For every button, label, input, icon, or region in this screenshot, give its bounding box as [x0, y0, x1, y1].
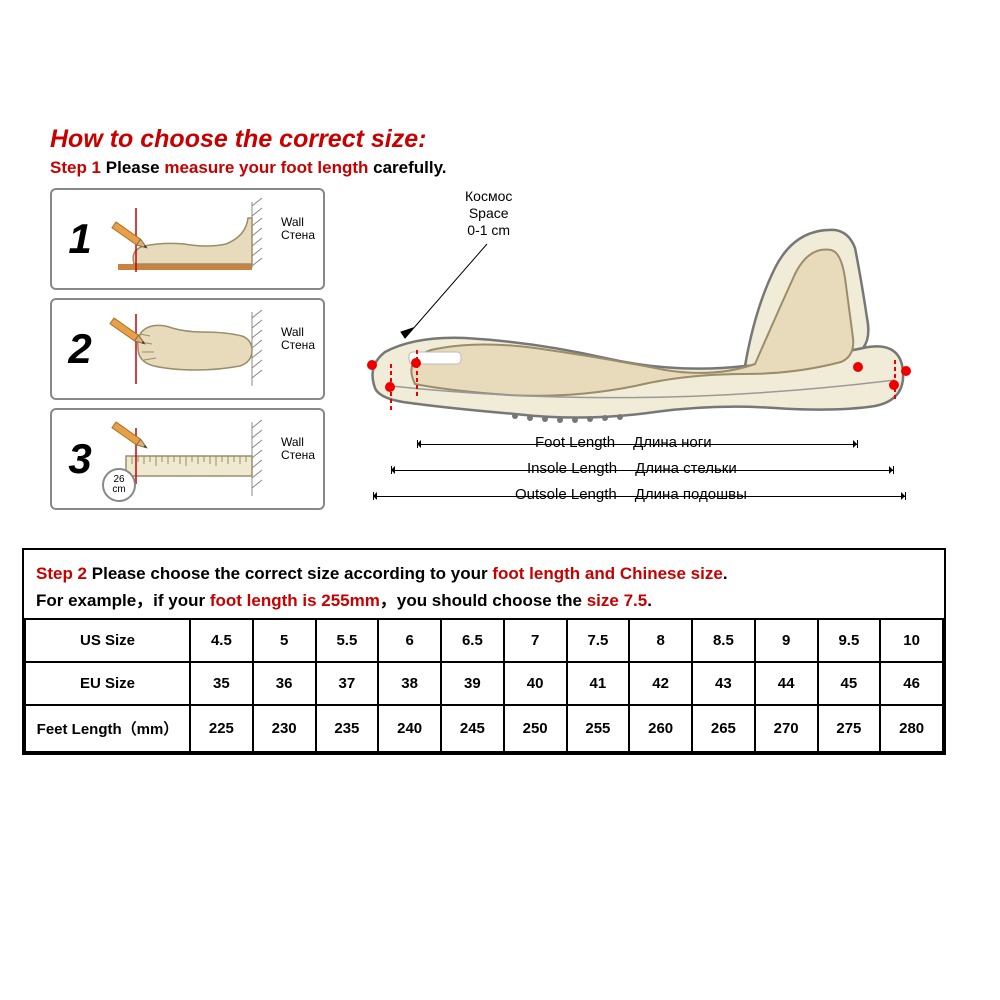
panel-number-1: 1	[56, 215, 104, 263]
size-cell: 235	[316, 705, 379, 752]
shoe-diagram: Космос Space 0-1 cm	[355, 188, 915, 528]
size-cell: 46	[880, 662, 943, 705]
panel-number-2: 2	[56, 325, 104, 373]
reddot-insole-front	[385, 382, 395, 392]
panel-1: 1	[50, 188, 325, 290]
step1-label: Step 1	[50, 158, 101, 177]
size-cell: 260	[629, 705, 692, 752]
insole-en: Insole Length	[527, 460, 617, 477]
foot-length-label: Foot Length Длина ноги	[535, 434, 712, 451]
size-cell: 8.5	[692, 619, 755, 662]
foot-en: Foot Length	[535, 434, 615, 451]
wall-en-2: Wall	[281, 325, 304, 339]
step2-l2b: foot length is 255mm	[210, 591, 380, 610]
step1-after: carefully.	[368, 158, 446, 177]
size-cell: 10	[880, 619, 943, 662]
step1-before: Please	[101, 158, 164, 177]
wall-ru: Стена	[281, 228, 315, 242]
step2-label: Step 2	[36, 564, 87, 583]
panel-3: 3	[50, 408, 325, 510]
reddot-foot-front	[411, 358, 421, 368]
size-cell: 5.5	[316, 619, 379, 662]
size-cell: 6	[378, 619, 441, 662]
size-cell: 40	[504, 662, 567, 705]
wall-en: Wall	[281, 215, 304, 229]
outsole-ru: Длина подошвы	[635, 486, 747, 503]
step2-l2e: .	[647, 591, 652, 610]
size-cell: 38	[378, 662, 441, 705]
panel-2: 2	[50, 298, 325, 400]
size-cell: 240	[378, 705, 441, 752]
size-cell: 44	[755, 662, 818, 705]
size-cell: 4.5	[190, 619, 253, 662]
size-cell: 225	[190, 705, 253, 752]
size-cell: 7.5	[567, 619, 630, 662]
size-cell: 41	[567, 662, 630, 705]
table-row: EU Size353637383940414243444546	[25, 662, 943, 705]
step2-l1b: foot length and Chinese size	[492, 564, 722, 583]
step2-l2d: size 7.5	[587, 591, 648, 610]
step2-l1a: Please choose the correct size according…	[87, 564, 492, 583]
page-title: How to choose the correct size:	[50, 125, 980, 154]
step2-l2c: ，you should choose the	[380, 591, 587, 610]
size-cell: 230	[253, 705, 316, 752]
wall-ru-3: Стена	[281, 448, 315, 462]
size-cell: 255	[567, 705, 630, 752]
size-cell: 36	[253, 662, 316, 705]
outsole-en: Outsole Length	[515, 486, 617, 503]
shoe-svg	[355, 188, 915, 448]
reddot-outsole-back	[901, 366, 911, 376]
panel-2-wall-label: Wall Стена	[281, 326, 315, 352]
wall-ru-2: Стена	[281, 338, 315, 352]
size-cell: 270	[755, 705, 818, 752]
step1-instruction: Step 1 Please measure your foot length c…	[50, 158, 980, 178]
row-header: US Size	[25, 619, 190, 662]
step2-l2a: For example，if your	[36, 591, 210, 610]
size-cell: 275	[818, 705, 881, 752]
panel-number-3: 3	[56, 435, 104, 483]
foot-ru: Длина ноги	[633, 434, 712, 451]
step2-l1c: .	[723, 564, 728, 583]
table-row: US Size4.555.566.577.588.599.510	[25, 619, 943, 662]
insole-ru: Длина стельки	[635, 460, 737, 477]
size-table-block: Step 2 Please choose the correct size ac…	[22, 548, 946, 755]
size-cell: 245	[441, 705, 504, 752]
step2-text: Step 2 Please choose the correct size ac…	[24, 550, 944, 618]
size-cell: 265	[692, 705, 755, 752]
outsole-length-label: Outsole Length Длина подошвы	[515, 486, 747, 503]
size-cell: 9.5	[818, 619, 881, 662]
table-row: Feet Length（mm）2252302352402452502552602…	[25, 705, 943, 752]
cm-unit: cm	[112, 485, 125, 495]
reddot-outsole-front	[367, 360, 377, 370]
panel-2-illustration	[106, 304, 266, 394]
size-cell: 42	[629, 662, 692, 705]
size-cell: 280	[880, 705, 943, 752]
size-cell: 35	[190, 662, 253, 705]
panel-1-wall-label: Wall Стена	[281, 216, 315, 242]
row-header: EU Size	[25, 662, 190, 705]
size-cell: 7	[504, 619, 567, 662]
step-panels: 1	[50, 188, 325, 528]
wall-en-3: Wall	[281, 435, 304, 449]
reddot-foot-back	[853, 362, 863, 372]
insole-length-label: Insole Length Длина стельки	[527, 460, 737, 477]
cm-indicator: 26 cm	[102, 468, 136, 502]
reddot-insole-back	[889, 380, 899, 390]
panel-3-wall-label: Wall Стена	[281, 436, 315, 462]
size-cell: 8	[629, 619, 692, 662]
size-cell: 5	[253, 619, 316, 662]
size-cell: 45	[818, 662, 881, 705]
size-cell: 9	[755, 619, 818, 662]
panel-1-illustration	[106, 194, 266, 284]
size-table: US Size4.555.566.577.588.599.510EU Size3…	[24, 618, 944, 753]
step1-highlight: measure your foot length	[164, 158, 368, 177]
size-cell: 6.5	[441, 619, 504, 662]
row-header: Feet Length（mm）	[25, 705, 190, 752]
size-cell: 43	[692, 662, 755, 705]
size-cell: 39	[441, 662, 504, 705]
size-cell: 37	[316, 662, 379, 705]
size-cell: 250	[504, 705, 567, 752]
